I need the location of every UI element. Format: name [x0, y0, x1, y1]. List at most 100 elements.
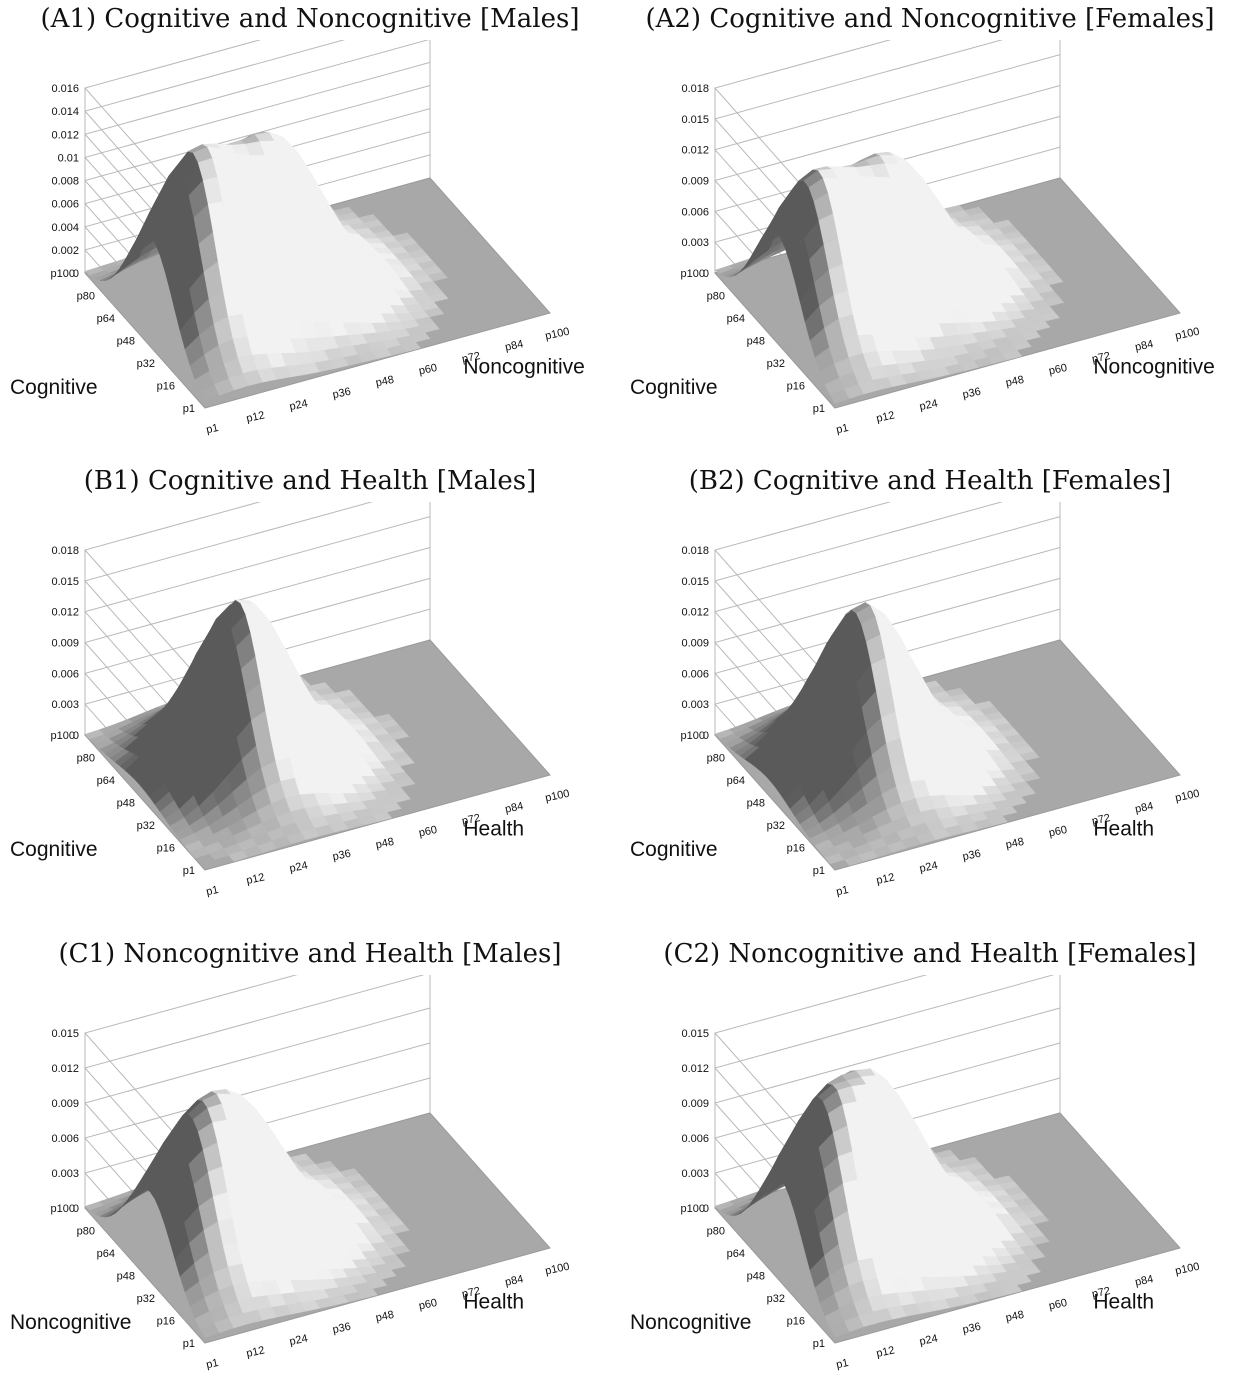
x-tick-label: p72 [1091, 812, 1111, 828]
y-tick-label: p80 [77, 753, 95, 765]
z-tick-label: 0.009 [51, 638, 79, 650]
z-tick-label: 0.002 [51, 245, 79, 257]
surface-facet [372, 811, 393, 822]
surface-facet [1020, 772, 1041, 782]
y-tick-label: p80 [707, 1226, 725, 1238]
x-tick-label: p100 [1174, 326, 1200, 343]
y-tick-label: p64 [727, 1248, 745, 1260]
surface-facet [376, 1269, 397, 1280]
y-tick-label: p32 [767, 1293, 785, 1305]
z-tick-label: 0 [73, 268, 79, 280]
surface-facet [381, 802, 402, 813]
y-tick-label: p32 [767, 358, 785, 370]
z-tick-label: 0.018 [681, 545, 709, 557]
surface-facet [427, 271, 448, 282]
chart-panel-c1: (C1) Noncognitive and Health [Males] 0 0.0… [0, 935, 620, 1395]
y-tick-label: p32 [767, 820, 785, 832]
x-tick-label: p84 [1134, 338, 1154, 354]
z-tick-label: 0.012 [51, 129, 79, 141]
surface-plot: 0 0.003 0.006 0.009 0.012 0.015 0.018 p1 p12 p24 p… [10, 502, 571, 898]
z-tick-label: 0.003 [681, 1168, 709, 1180]
x-tick-label: p72 [1091, 1285, 1111, 1301]
x-tick-label: p24 [918, 398, 938, 414]
x-tick-label: p60 [418, 362, 438, 378]
y-tick-label: p100 [51, 1203, 75, 1215]
surface-facet [1006, 796, 1027, 807]
x-tick-label: p84 [1134, 800, 1154, 816]
y-tick-label: p80 [77, 1226, 95, 1238]
y-axis-title: Cognitive [630, 838, 718, 861]
x-tick-label: p48 [1005, 836, 1025, 852]
y-tick-label: p16 [787, 843, 805, 855]
x-tick-label: p1 [835, 884, 849, 898]
y-tick-label: p48 [747, 798, 765, 810]
x-axis-title: Health [463, 1291, 524, 1314]
surface-facet [1020, 330, 1041, 341]
x-axis-title: Health [463, 818, 524, 841]
z-tick-label: 0.015 [681, 576, 709, 588]
surface-facet [1002, 1284, 1023, 1295]
y-tick-label: p64 [727, 313, 745, 325]
y-tick-label: p100 [681, 730, 705, 742]
z-tick-label: 0.003 [51, 699, 79, 711]
z-tick-label: 0.01 [58, 152, 79, 164]
surface-plot: 0 0.003 0.006 0.009 0.012 0.015 p1 p12 p24 p36 p48… [10, 975, 571, 1371]
surface-facet [390, 1245, 411, 1255]
surface-facet [1011, 340, 1032, 351]
x-tick-label: p84 [504, 338, 524, 354]
x-axis-title: Health [1093, 1291, 1154, 1314]
surface-facet [400, 341, 421, 352]
y-tick-label: p48 [747, 1271, 765, 1283]
surface-facet [1025, 1250, 1046, 1261]
x-tick-label: p48 [1005, 374, 1025, 390]
x-tick-label: p12 [875, 409, 895, 425]
z-tick-label: 0.006 [681, 1133, 709, 1145]
surface-facet [367, 1278, 388, 1290]
x-tick-label: p36 [332, 848, 352, 864]
x-tick-label: p12 [245, 409, 265, 425]
surface-facet [424, 307, 445, 318]
x-axis-title: Health [1093, 818, 1154, 841]
surface-facet [1019, 751, 1040, 761]
x-tick-label: p12 [245, 1344, 265, 1360]
surface-plot: 0 0.003 0.006 0.009 0.012 0.015 p1 p12 p24 p36 p48… [630, 975, 1201, 1371]
x-tick-label: p100 [544, 788, 570, 805]
z-tick-label: 0.014 [51, 106, 79, 118]
y-tick-label: p80 [77, 291, 95, 303]
density-surface [714, 1068, 1050, 1338]
x-tick-label: p36 [332, 386, 352, 402]
z-tick-label: 0.016 [51, 83, 79, 95]
density-surface [84, 131, 449, 402]
surface-facet [357, 1288, 378, 1299]
x-tick-label: p12 [875, 1344, 895, 1360]
z-tick-label: 0.006 [51, 199, 79, 211]
x-tick-label: p12 [875, 871, 895, 887]
y-tick-label: p64 [97, 775, 115, 787]
surface-facet [1039, 311, 1060, 322]
panel-title: (B2) Cognitive and Health [Females] [688, 466, 1172, 496]
x-tick-label: p48 [375, 374, 395, 390]
z-tick-label: 0.006 [51, 1133, 79, 1145]
y-tick-label: p80 [707, 291, 725, 303]
y-tick-label: p100 [681, 1203, 705, 1215]
z-tick-label: 0.009 [681, 176, 709, 188]
z-tick-label: 0.012 [681, 607, 709, 619]
z-tick-label: 0.018 [51, 545, 79, 557]
x-tick-label: p36 [332, 1321, 352, 1337]
z-tick-label: 0.009 [681, 1098, 709, 1110]
x-tick-label: p1 [205, 884, 219, 898]
z-tick-label: 0.012 [681, 1063, 709, 1075]
x-tick-label: p48 [375, 1309, 395, 1325]
y-tick-label: p32 [137, 358, 155, 370]
x-tick-label: p100 [1174, 1261, 1200, 1278]
y-tick-label: p1 [183, 1338, 195, 1350]
z-tick-label: 0.015 [51, 1028, 79, 1040]
x-tick-label: p48 [1005, 1309, 1025, 1325]
surface-facet [385, 1260, 406, 1271]
chart-panel-b1: (B1) Cognitive and Health [Males] 0 0.003 0… [0, 462, 620, 922]
x-tick-label: p72 [461, 1285, 481, 1301]
density-surface [714, 602, 1041, 866]
y-tick-label: p16 [787, 1316, 805, 1328]
surface-facet [410, 332, 431, 343]
surface-facet [1002, 349, 1023, 361]
